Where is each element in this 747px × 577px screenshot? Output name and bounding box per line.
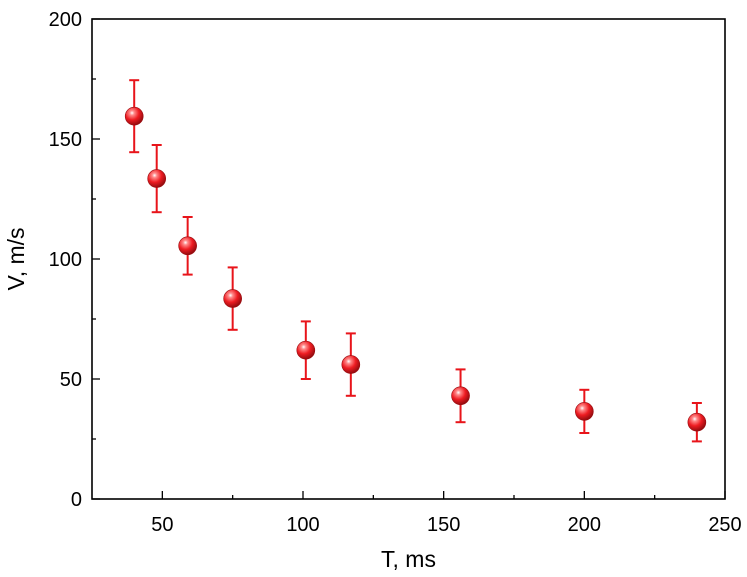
data-marker <box>341 355 361 374</box>
y-tick-labels: 0 50 100 150 200 <box>49 9 82 511</box>
data-marker <box>223 289 242 308</box>
y-tick-label: 100 <box>49 249 82 271</box>
data-point <box>687 402 707 443</box>
y-tick-label: 50 <box>60 369 82 391</box>
data-points <box>124 79 707 443</box>
data-marker <box>575 402 594 421</box>
data-marker <box>687 412 707 432</box>
x-tick-label: 150 <box>427 514 460 536</box>
data-marker <box>451 386 470 406</box>
x-tick-label: 250 <box>708 514 741 536</box>
data-point <box>147 144 167 214</box>
y-tick-label: 200 <box>49 9 82 31</box>
x-tick-label: 100 <box>286 514 319 536</box>
data-marker <box>296 340 316 360</box>
minor-ticks <box>92 78 656 499</box>
data-point <box>178 216 197 276</box>
y-tick-label: 150 <box>49 129 82 151</box>
data-marker <box>147 169 167 188</box>
x-tick-labels: 50 100 150 200 250 <box>151 514 741 536</box>
data-marker <box>178 236 197 256</box>
data-marker <box>124 106 144 126</box>
data-point <box>296 320 316 380</box>
plot-frame <box>91 18 726 500</box>
y-axis-label: V, m/s <box>3 227 29 290</box>
x-axis-label: T, ms <box>381 546 436 572</box>
x-tick-label: 200 <box>568 514 601 536</box>
y-tick-label: 0 <box>71 489 82 511</box>
data-point <box>341 332 361 397</box>
data-point <box>575 388 594 434</box>
data-point <box>223 266 242 331</box>
data-point <box>451 368 470 424</box>
x-tick-label: 50 <box>151 514 173 536</box>
data-point <box>124 79 144 154</box>
